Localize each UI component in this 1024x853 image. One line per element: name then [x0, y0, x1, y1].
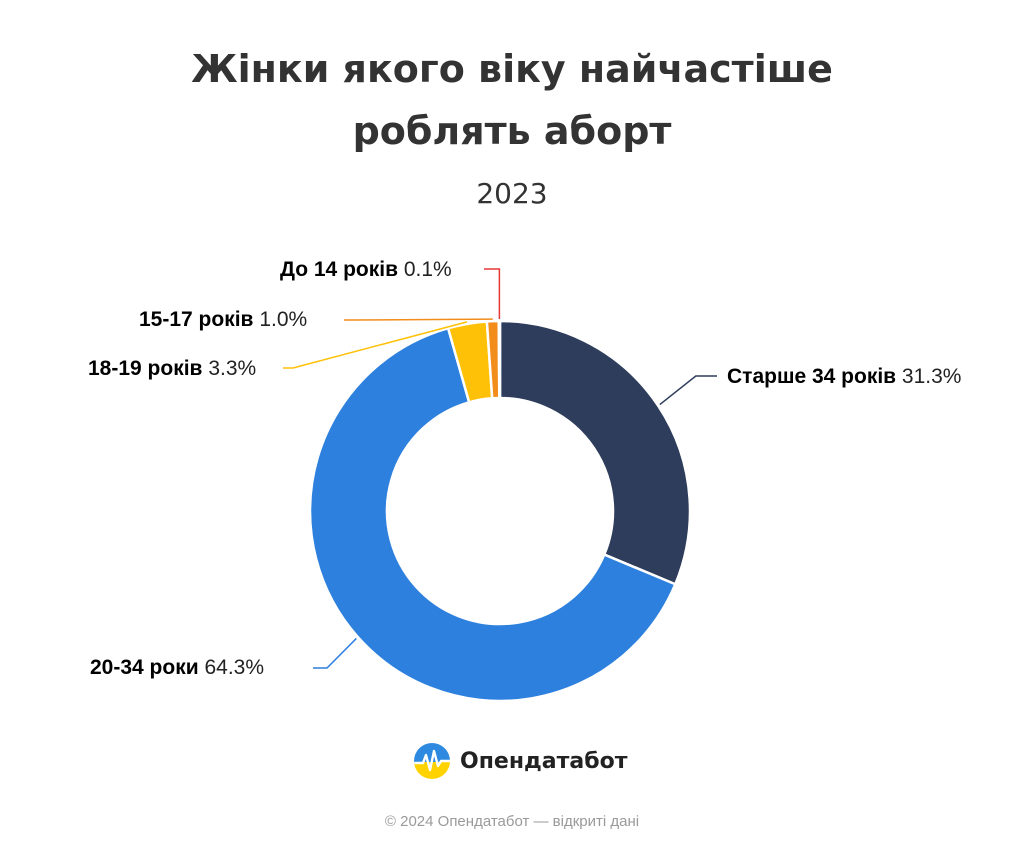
- slice-older-34: [498, 319, 692, 586]
- brand-logo: Опендатабот: [412, 741, 627, 781]
- slice-older-34-leader-line: [659, 375, 717, 406]
- slice-15-17-leader-line: [344, 318, 493, 321]
- slice-under-14-leader-line: [484, 268, 501, 320]
- slice-under-14: [497, 319, 502, 400]
- slice-20-34-leader-line: [313, 637, 357, 669]
- slice-20-34: [308, 326, 677, 703]
- footer-copyright: © 2024 Опендатабот — відкриті дані: [384, 813, 640, 830]
- chart-subtitle: 2023: [476, 177, 548, 210]
- slice-label-20-34: 20-34 роки 64.3%: [90, 656, 265, 679]
- slice-label-under-14: До 14 років 0.1%: [280, 258, 452, 281]
- slice-18-19-leader-line: [283, 321, 468, 369]
- slice-label-older-34: Старше 34 років 31.3%: [727, 365, 962, 388]
- brand-name: Опендатабот: [460, 748, 628, 774]
- slice-label-15-17: 15-17 років 1.0%: [139, 308, 308, 331]
- opendatabot-icon: [414, 743, 450, 779]
- chart-title-line2: роблять аборт: [352, 109, 672, 153]
- chart-title-line1: Жінки якого віку найчастіше: [191, 47, 833, 91]
- slice-label-18-19: 18-19 років 3.3%: [88, 357, 257, 380]
